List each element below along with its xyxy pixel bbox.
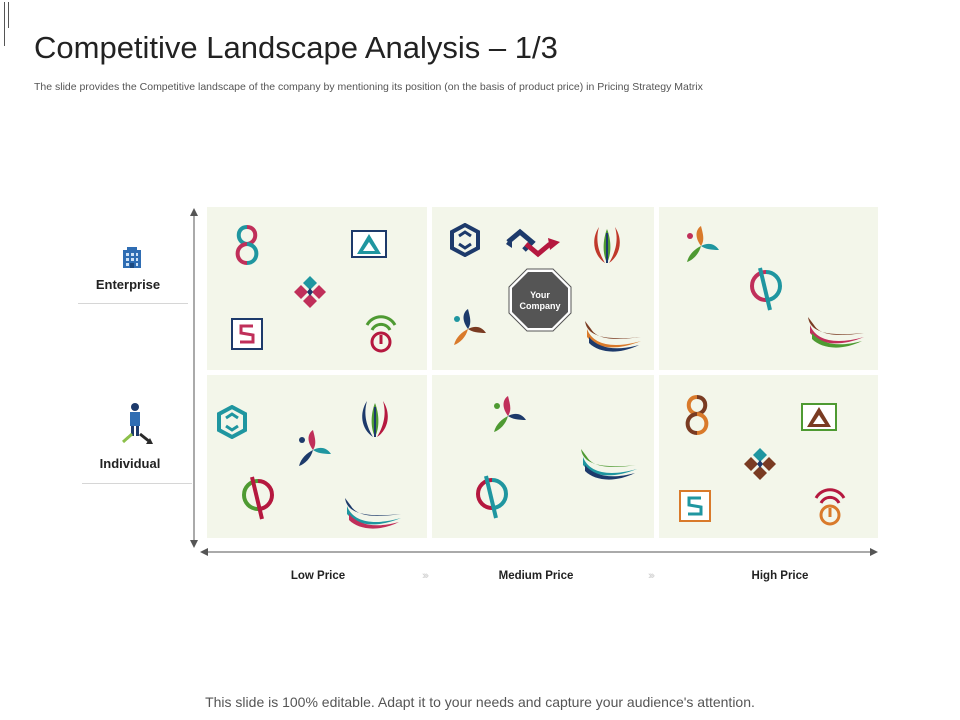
figure-eight-logo: [685, 395, 709, 435]
trefoil-figure-logo: [687, 226, 719, 262]
phi-circle-logo: [242, 476, 274, 520]
your-company-label: Your Company: [508, 290, 572, 312]
triangle-frame-logo: [351, 230, 387, 258]
trefoil-figure-logo: [494, 396, 526, 432]
cell-individual-low: [207, 375, 427, 538]
swoosh-logo: [581, 449, 637, 480]
person-icon: [122, 403, 153, 444]
split-leaf-logo: [594, 227, 620, 263]
diamond-cluster-logo: [744, 448, 776, 480]
your-company-badge: [508, 268, 572, 332]
hexagon-logo: [217, 405, 247, 439]
row-divider: [78, 303, 188, 304]
column-separator: ›››: [648, 570, 655, 582]
row-label-enterprise: Enterprise: [95, 277, 161, 292]
figure-eight-logo: [235, 225, 259, 265]
col-label-high-price: High Price: [751, 570, 809, 582]
swoosh-logo: [808, 317, 864, 348]
power-signal-logo: [814, 488, 846, 526]
col-label-medium-price: Medium Price: [498, 570, 574, 582]
diamond-cluster-logo: [294, 276, 326, 308]
swoosh-logo: [345, 498, 401, 529]
trefoil-figure-logo: [299, 430, 331, 466]
column-separator: ›››: [422, 570, 429, 582]
swoosh-logo: [585, 321, 641, 352]
slide-subtitle: The slide provides the Competitive lands…: [34, 81, 703, 93]
accent-bar: [4, 2, 10, 46]
slide-footer: This slide is 100% editable. Adapt it to…: [205, 694, 755, 710]
building-icon: [123, 247, 141, 268]
arrow-chain-logo: [506, 228, 560, 258]
s-square-logo: [231, 318, 263, 350]
your-company-line: Company: [519, 301, 561, 311]
trefoil-figure-logo: [454, 309, 486, 345]
triangle-frame-logo: [801, 403, 837, 431]
cell-individual-medium: [432, 375, 654, 538]
power-signal-logo: [365, 315, 397, 353]
row-divider: [82, 483, 192, 484]
phi-circle-logo: [476, 475, 508, 519]
your-company-line: Your: [530, 290, 550, 300]
phi-circle-logo: [750, 267, 782, 311]
row-label-individual: Individual: [99, 456, 161, 471]
s-square-logo: [679, 490, 711, 522]
col-label-low-price: Low Price: [290, 570, 346, 582]
split-leaf-logo: [362, 401, 388, 437]
slide-title: Competitive Landscape Analysis – 1/3: [34, 30, 558, 65]
hexagon-logo: [450, 223, 480, 257]
